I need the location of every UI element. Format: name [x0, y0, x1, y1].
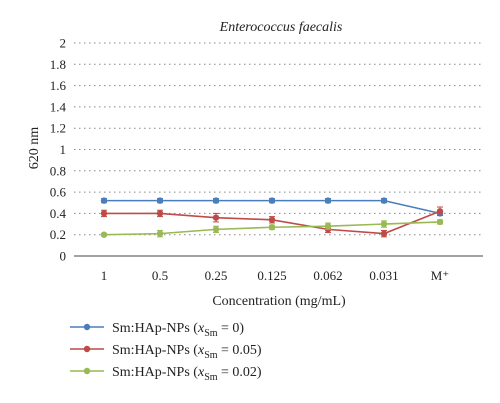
legend-marker-1	[83, 345, 91, 353]
legend-label-2: Sm:HAp-NPs (xSm = 0.02)	[112, 365, 262, 383]
y-tick-label-1: 0.2	[50, 227, 66, 242]
data-point-0-4	[324, 197, 332, 204]
series-1	[100, 206, 444, 238]
y-tick-label-8: 1.6	[50, 78, 67, 93]
axes: 0 0.2 0.4 0.6 0.8 1 1.2 1.4 1.6 1.8 2 1 0.5 0.25 0.125…	[50, 36, 483, 283]
legend-item-0: Sm:HAp-NPs (xSm = 0)	[70, 321, 244, 339]
y-axis-label: 620 nm	[27, 127, 42, 170]
legend-item-1: Sm:HAp-NPs (xSm = 0.05)	[70, 343, 262, 361]
y-tick-label-5: 1	[60, 142, 67, 157]
y-tick-label-4: 0.8	[50, 163, 66, 178]
data-point-2-2	[212, 226, 220, 233]
data-point-2-1	[156, 230, 164, 237]
data-point-0-3	[268, 197, 276, 204]
y-tick-label-7: 1.4	[50, 99, 67, 114]
data-point-1-6	[436, 208, 444, 215]
x-tick-label-0: 1	[101, 268, 108, 283]
data-point-0-2	[212, 197, 220, 204]
x-axis-label: Concentration (mg/mL)	[212, 294, 346, 309]
data-point-2-6	[436, 218, 444, 226]
data-point-0-1	[156, 197, 164, 204]
x-tick-label-4: 0.062	[313, 268, 342, 283]
legend: Sm:HAp-NPs (xSm = 0) Sm:HAp-NPs (xSm = 0.…	[70, 321, 262, 383]
data-point-2-0	[100, 231, 108, 238]
y-tick-label-0: 0	[60, 249, 67, 264]
data-point-1-0	[100, 210, 108, 217]
y-tick-label-10: 2	[60, 36, 67, 51]
data-point-0-5	[380, 197, 388, 204]
gridlines	[74, 42, 483, 236]
series-group	[100, 197, 444, 238]
data-point-2-5	[380, 220, 388, 228]
data-point-1-5	[380, 230, 388, 237]
legend-marker-0	[83, 323, 91, 331]
x-tick-label-6: M⁺	[431, 268, 449, 283]
series-2	[100, 218, 444, 238]
y-tick-label-2: 0.4	[50, 206, 67, 221]
x-tick-label-3: 0.125	[257, 268, 286, 283]
series-0	[100, 197, 444, 217]
data-point-2-4	[324, 222, 332, 230]
data-point-1-2	[212, 214, 220, 221]
data-point-2-3	[268, 224, 276, 231]
x-tick-label-5: 0.031	[369, 268, 398, 283]
y-tick-label-6: 1.2	[50, 121, 66, 136]
chart-title: Enterococcus faecalis	[219, 20, 343, 35]
data-point-1-3	[268, 216, 276, 223]
y-tick-label-3: 0.6	[50, 185, 67, 200]
legend-label-1: Sm:HAp-NPs (xSm = 0.05)	[112, 343, 262, 361]
data-point-0-0	[100, 197, 108, 204]
y-tick-label-9: 1.8	[50, 57, 66, 72]
data-point-1-1	[156, 210, 164, 217]
legend-label-0: Sm:HAp-NPs (xSm = 0)	[112, 321, 244, 339]
legend-item-2: Sm:HAp-NPs (xSm = 0.02)	[70, 365, 262, 383]
x-tick-label-1: 0.5	[152, 268, 168, 283]
x-tick-label-2: 0.25	[205, 268, 228, 283]
legend-marker-2	[83, 367, 91, 375]
